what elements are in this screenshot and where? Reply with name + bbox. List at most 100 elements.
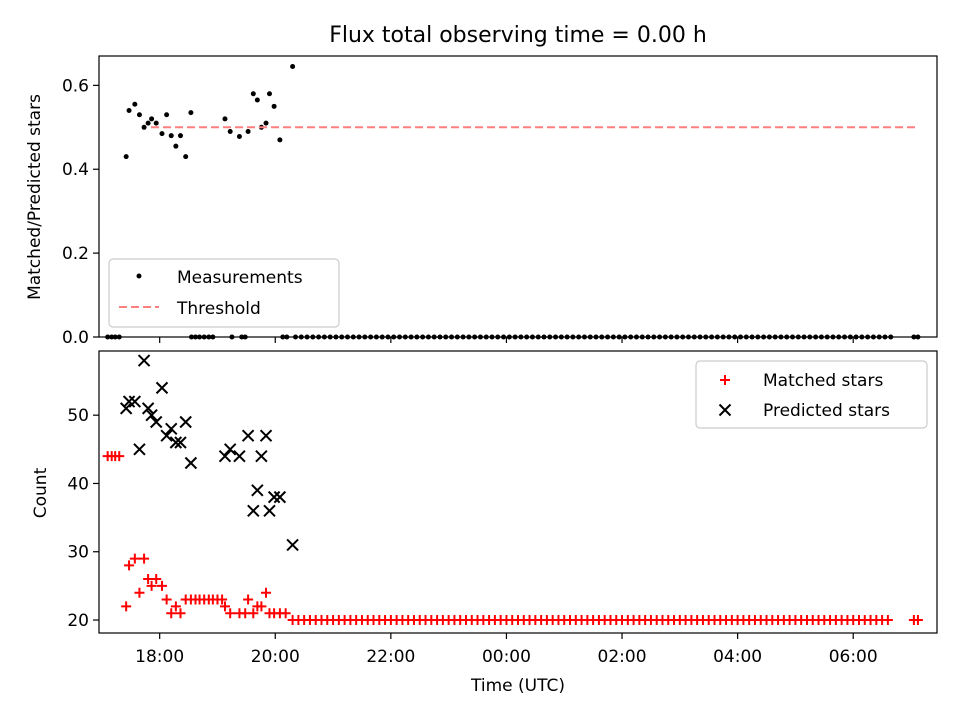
matched-stars-point (161, 594, 172, 605)
predicted-stars-point (160, 429, 173, 442)
matched-stars-point (139, 553, 150, 564)
count-y-tick-label: 40 (67, 474, 89, 494)
matched-stars-point (912, 615, 923, 626)
measurement-point (149, 116, 155, 122)
measurement-point (271, 103, 277, 109)
count-x-tick-label: 20:00 (251, 647, 300, 667)
matched-stars-point (166, 608, 177, 619)
matched-stars-point (256, 601, 267, 612)
matched-stars-point (134, 587, 145, 598)
count-x-tick-label: 06:00 (829, 647, 878, 667)
predicted-stars-point (119, 402, 133, 415)
ratio-plot-frame (98, 55, 938, 338)
measurement-point (168, 133, 174, 139)
measurement-point (145, 120, 151, 126)
measurement-point (183, 154, 189, 160)
measurement-point (250, 91, 256, 97)
predicted-stars-point (247, 504, 260, 517)
predicted-stars-point (273, 490, 287, 504)
matched-stars-point (882, 615, 893, 626)
matched-stars-point (280, 608, 291, 619)
measurement-point (236, 134, 242, 140)
ratio-y-tick-label: 0.0 (62, 328, 89, 348)
predicted-stars-point (128, 395, 142, 408)
legend-predicted-stars-marker (718, 403, 732, 417)
measurement-point (290, 63, 296, 69)
legend-measurements-marker (136, 273, 142, 279)
measurement-point (245, 128, 251, 134)
ratio-plot: Matched/Predicted stars 0.0 0.2 0.4 0.6 Meas… (25, 55, 938, 348)
measurement-point (177, 133, 183, 139)
measurement-point (266, 91, 272, 97)
measurement-point (132, 101, 138, 107)
count-x-tick-label: 04:00 (713, 647, 762, 667)
predicted-stars-point (263, 504, 276, 517)
predicted-stars-point (223, 443, 237, 456)
predicted-stars-point (141, 402, 155, 415)
count-y-tick-label: 30 (67, 543, 89, 563)
matched-stars-point (129, 553, 140, 564)
ratio-y-tick-label: 0.4 (62, 160, 89, 180)
count-plot-x-axis-label: Time (UTC) (470, 676, 565, 696)
predicted-stars-point (174, 436, 187, 449)
matched-stars-point (151, 574, 162, 585)
predicted-stars-point (122, 395, 136, 408)
predicted-stars-point (259, 429, 273, 442)
matched-stars-point (156, 580, 167, 591)
measurement-point (159, 131, 165, 137)
count-y-tick-label: 20 (67, 611, 89, 631)
legend-threshold-label: Threshold (176, 299, 261, 319)
matched-stars-point (217, 594, 228, 605)
count-legend (695, 360, 928, 429)
predicted-stars-point (169, 436, 183, 449)
predicted-stars-point (150, 415, 163, 429)
matched-stars-point (121, 601, 132, 612)
matched-stars-point (114, 451, 125, 462)
matched-stars-point (225, 608, 236, 619)
count-y-tick-label: 50 (67, 406, 89, 426)
chart-title: Flux total observing time = 0.00 h (329, 23, 707, 48)
ratio-y-tick-label: 0.6 (62, 76, 89, 96)
measurement-point (153, 120, 159, 126)
measurement-point (188, 110, 194, 116)
predicted-stars-point (179, 415, 192, 429)
predicted-stars-point (286, 538, 299, 552)
matched-stars-point (248, 608, 259, 619)
predicted-stars-point (137, 354, 151, 367)
predicted-stars-point (233, 449, 246, 463)
measurement-point (222, 116, 228, 122)
measurement-point (164, 112, 170, 118)
matched-stars-point (146, 580, 157, 591)
predicted-stars-point (184, 456, 198, 470)
ratio-plot-y-axis-label: Matched/Predicted stars (25, 94, 45, 300)
legend-predicted-stars-label: Predicted stars (763, 401, 890, 421)
predicted-stars-point (255, 449, 268, 463)
matched-stars-point (170, 601, 181, 612)
count-x-tick-label: 00:00 (482, 647, 531, 667)
matched-stars-point (243, 594, 254, 605)
predicted-stars-point (155, 381, 169, 395)
matched-stars-point (219, 601, 230, 612)
count-x-tick-label: 22:00 (366, 647, 415, 667)
measurement-point (173, 143, 179, 149)
measurement-point (277, 137, 283, 143)
matched-stars-point (261, 587, 272, 598)
measurement-point (254, 97, 260, 103)
legend-matched-stars-label: Matched stars (763, 371, 883, 391)
count-plot-y-axis-label: Count (31, 467, 51, 518)
predicted-stars-point (165, 422, 178, 436)
predicted-stars-point (133, 443, 146, 456)
predicted-stars-point (251, 484, 264, 497)
count-plot-frame (98, 350, 938, 634)
measurement-point (126, 108, 132, 114)
measurement-point (263, 120, 269, 126)
count-x-tick-label: 18:00 (135, 647, 184, 667)
matched-stars-point (124, 560, 135, 571)
legend-matched-stars-marker (720, 375, 730, 385)
measurement-point (141, 124, 147, 130)
predicted-stars-point (145, 408, 158, 422)
predicted-stars-point (267, 490, 281, 504)
legend-measurements-label: Measurements (177, 268, 303, 288)
count-x-tick-label: 02:00 (598, 647, 647, 667)
